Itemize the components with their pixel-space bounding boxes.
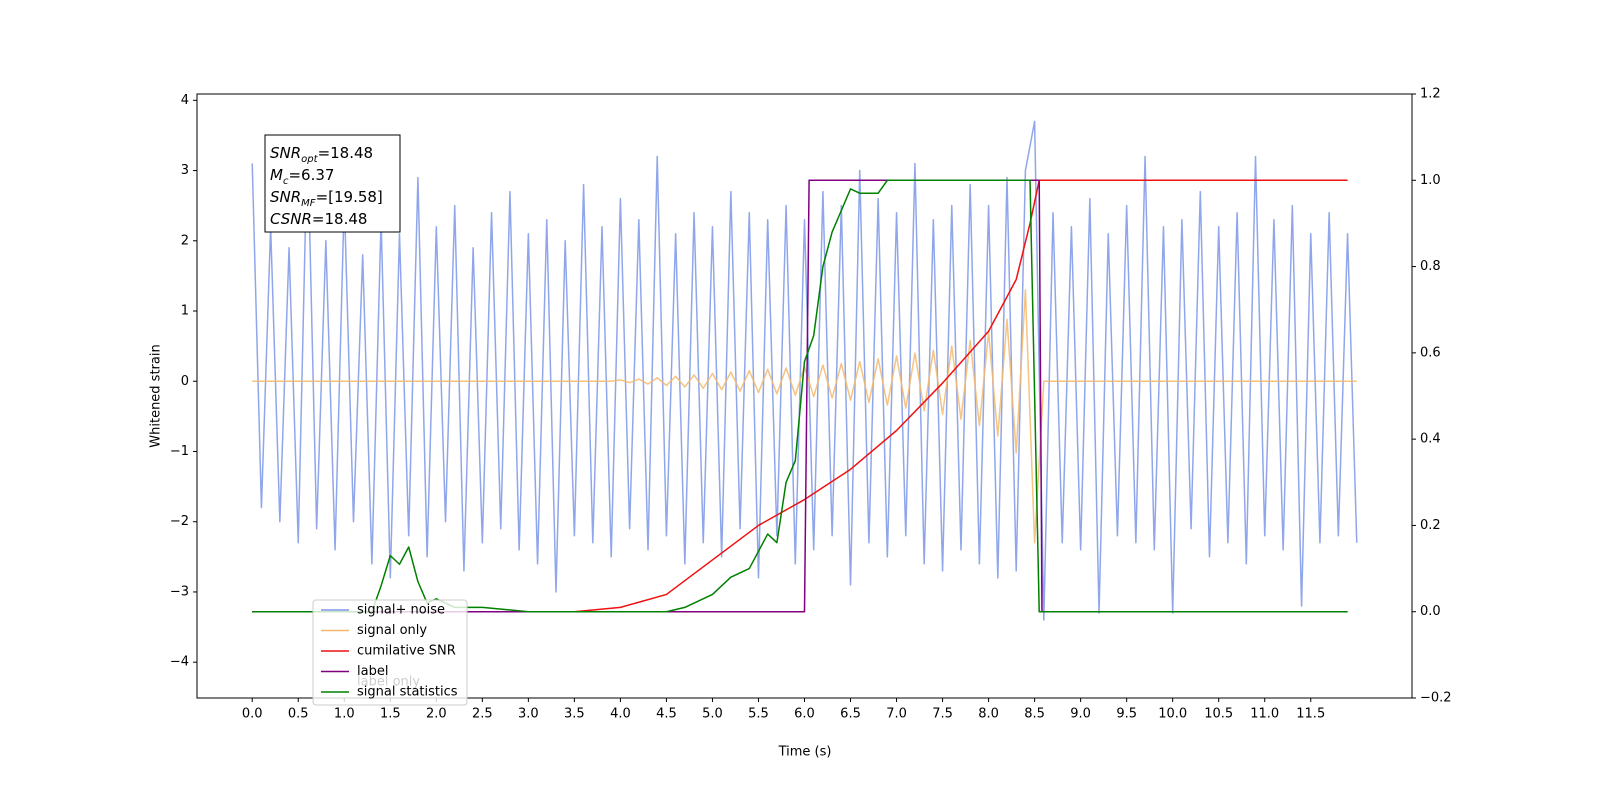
annotation-subscript: opt bbox=[301, 154, 318, 165]
x-tick-label: 0.5 bbox=[288, 707, 309, 722]
y2-tick-label: 0.2 bbox=[1420, 518, 1441, 533]
y-tick-label: 3 bbox=[181, 163, 189, 178]
x-tick-label: 2.5 bbox=[472, 707, 493, 722]
y2-tick-label: 0.4 bbox=[1420, 432, 1441, 447]
annotation-symbol: M bbox=[270, 166, 283, 184]
legend-label: cumilative SNR bbox=[357, 644, 456, 659]
y-tick-label: 2 bbox=[181, 233, 189, 248]
x-tick-label: 1.5 bbox=[380, 707, 401, 722]
y-tick-label: −1 bbox=[170, 444, 189, 459]
annotation-symbol: SNR bbox=[270, 144, 301, 162]
annotation-box bbox=[264, 134, 401, 233]
series-line bbox=[251, 120, 1358, 621]
x-tick-label: 9.0 bbox=[1070, 707, 1091, 722]
x-tick-label: 3.5 bbox=[564, 707, 585, 722]
annotation-value: =6.37 bbox=[288, 166, 334, 184]
y-tick-label: −3 bbox=[170, 584, 189, 599]
annotation-line: Mc=6.37 bbox=[270, 166, 334, 187]
legend-label: signal only bbox=[357, 623, 427, 638]
x-tick-label: 1.0 bbox=[334, 707, 355, 722]
y2-tick-label: 1.2 bbox=[1420, 87, 1441, 102]
y2-tick-label: 0.0 bbox=[1420, 604, 1441, 619]
x-tick-label: 11.0 bbox=[1250, 707, 1279, 722]
x-axis-label: Time (s) bbox=[778, 745, 832, 760]
series-line bbox=[252, 179, 1348, 613]
y2-tick-label: 0.6 bbox=[1420, 345, 1441, 360]
legend-label: signal statistics bbox=[357, 685, 458, 700]
y2-tick-label: 0.8 bbox=[1420, 259, 1441, 274]
annotation-value: =18.48 bbox=[318, 144, 374, 162]
x-tick-label: 8.5 bbox=[1024, 707, 1045, 722]
y-tick-label: 0 bbox=[181, 374, 189, 389]
y-tick-label: 1 bbox=[181, 304, 189, 319]
x-tick-label: 7.5 bbox=[932, 707, 953, 722]
series-line bbox=[252, 179, 1348, 613]
x-tick-label: 6.0 bbox=[794, 707, 815, 722]
annotation-line: SNRMF=[19.58] bbox=[270, 188, 383, 209]
y-tick-label: 4 bbox=[181, 93, 189, 108]
x-tick-label: 10.0 bbox=[1158, 707, 1187, 722]
x-tick-label: 9.5 bbox=[1116, 707, 1137, 722]
x-tick-label: 4.0 bbox=[610, 707, 631, 722]
annotation-value: =[19.58] bbox=[316, 188, 383, 206]
annotation-line: CSNR=18.48 bbox=[270, 210, 367, 228]
y2-tick-label: −0.2 bbox=[1420, 691, 1452, 706]
annotation-symbol: CSNR bbox=[270, 210, 312, 228]
x-tick-label: 6.5 bbox=[840, 707, 861, 722]
x-tick-label: 0.0 bbox=[242, 707, 263, 722]
annotation-symbol: SNR bbox=[270, 188, 301, 206]
x-tick-label: 10.5 bbox=[1204, 707, 1233, 722]
x-tick-label: 2.0 bbox=[426, 707, 447, 722]
y-tick-label: −2 bbox=[170, 514, 189, 529]
annotation-line: SNRopt=18.48 bbox=[270, 144, 373, 165]
x-tick-label: 11.5 bbox=[1296, 707, 1325, 722]
legend-label: label bbox=[357, 664, 388, 679]
y-axis-label: Whitened strain bbox=[149, 344, 164, 447]
annotation-subscript: c bbox=[283, 176, 289, 187]
x-tick-label: 3.0 bbox=[518, 707, 539, 722]
y2-tick-label: 1.0 bbox=[1420, 173, 1441, 188]
annotation-value: =18.48 bbox=[312, 210, 368, 228]
x-tick-label: 5.0 bbox=[702, 707, 723, 722]
x-tick-label: 5.5 bbox=[748, 707, 769, 722]
legend-box bbox=[312, 599, 468, 706]
x-tick-label: 7.0 bbox=[886, 707, 907, 722]
x-tick-label: 4.5 bbox=[656, 707, 677, 722]
x-tick-label: 8.0 bbox=[978, 707, 999, 722]
legend-label: signal+ noise bbox=[357, 603, 445, 618]
annotation-subscript: MF bbox=[301, 198, 316, 209]
y-tick-label: −4 bbox=[170, 655, 189, 670]
